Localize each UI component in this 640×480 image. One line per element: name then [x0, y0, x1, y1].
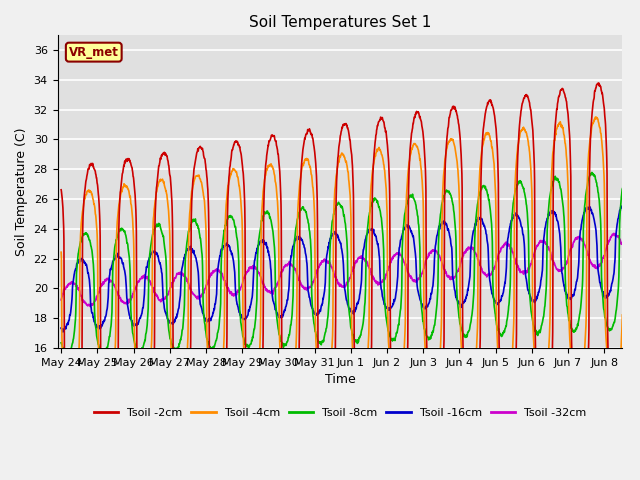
Y-axis label: Soil Temperature (C): Soil Temperature (C) — [15, 127, 28, 256]
Legend: Tsoil -2cm, Tsoil -4cm, Tsoil -8cm, Tsoil -16cm, Tsoil -32cm: Tsoil -2cm, Tsoil -4cm, Tsoil -8cm, Tsoi… — [90, 403, 591, 422]
X-axis label: Time: Time — [324, 373, 355, 386]
Text: VR_met: VR_met — [69, 46, 118, 59]
Title: Soil Temperatures Set 1: Soil Temperatures Set 1 — [249, 15, 431, 30]
